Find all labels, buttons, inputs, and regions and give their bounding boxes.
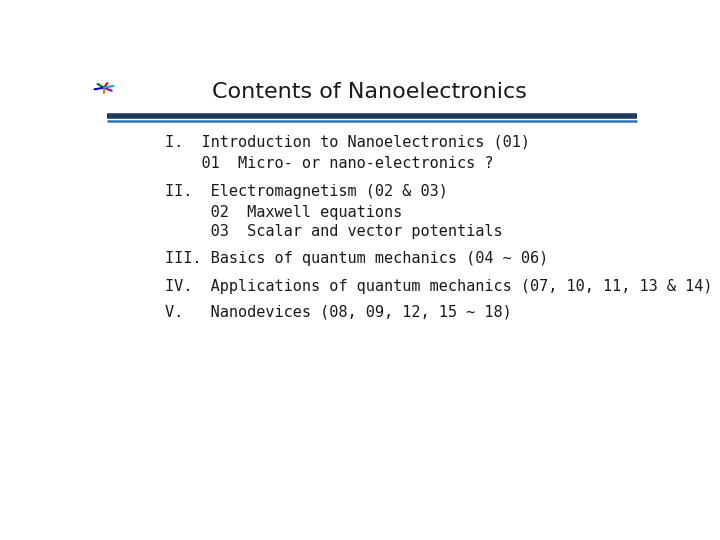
Text: IV.  Applications of quantum mechanics (07, 10, 11, 13 & 14): IV. Applications of quantum mechanics (0…: [166, 279, 713, 294]
Text: Contents of Nanoelectronics: Contents of Nanoelectronics: [212, 82, 526, 102]
Text: 01  Micro- or nano-electronics ?: 01 Micro- or nano-electronics ?: [166, 156, 494, 171]
Text: V.   Nanodevices (08, 09, 12, 15 ~ 18): V. Nanodevices (08, 09, 12, 15 ~ 18): [166, 305, 512, 320]
Text: I.  Introduction to Nanoelectronics (01): I. Introduction to Nanoelectronics (01): [166, 134, 531, 149]
Text: 02  Maxwell equations: 02 Maxwell equations: [166, 205, 402, 220]
Text: II.  Electromagnetism (02 & 03): II. Electromagnetism (02 & 03): [166, 184, 449, 199]
Text: 03  Scalar and vector potentials: 03 Scalar and vector potentials: [166, 224, 503, 239]
Text: III. Basics of quantum mechanics (04 ~ 06): III. Basics of quantum mechanics (04 ~ 0…: [166, 252, 549, 266]
